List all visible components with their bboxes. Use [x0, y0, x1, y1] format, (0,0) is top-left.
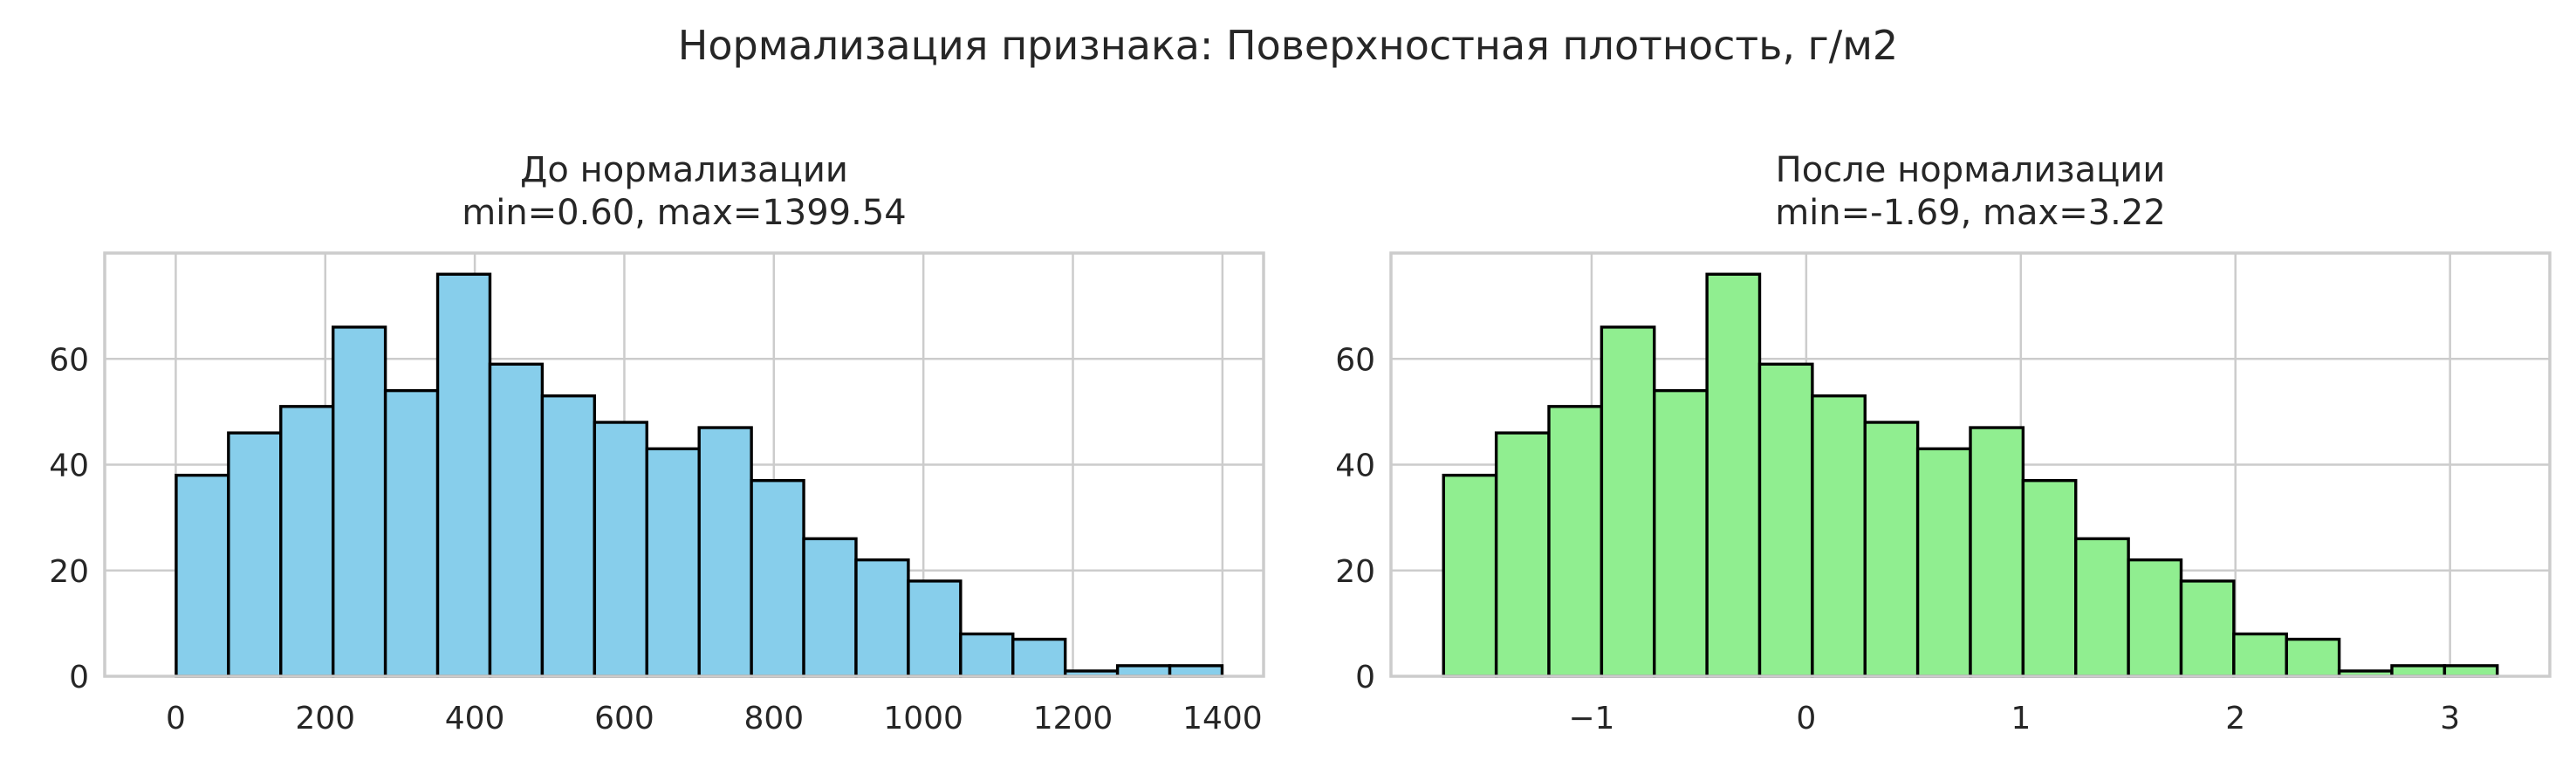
histogram-bar	[2442, 664, 2499, 678]
histogram-bar	[1115, 664, 1172, 678]
histogram-bar	[1653, 388, 1709, 678]
histogram-bar	[1547, 405, 1604, 678]
figure-suptitle: Нормализация признака: Поверхностная пло…	[678, 22, 1898, 69]
histogram-bar	[2285, 637, 2341, 678]
histogram-bar	[1442, 473, 1498, 678]
x-tick-label: 800	[743, 701, 804, 736]
panel-subtitle-range: min=0.60, max=1399.54	[462, 193, 907, 233]
y-tick-label: 40	[49, 449, 89, 484]
panel-title: До нормализации	[520, 150, 848, 190]
histogram-bar	[1168, 664, 1224, 678]
histogram-bar	[907, 579, 963, 678]
x-tick-label: 1	[2011, 701, 2031, 736]
panel-subtitle-range: min=-1.69, max=3.22	[1775, 193, 2166, 233]
histogram-bar	[593, 421, 648, 678]
y-tick-label: 60	[49, 342, 89, 378]
histogram-bar	[2074, 537, 2130, 678]
x-tick-label: 0	[1796, 701, 1816, 736]
histogram-bar	[383, 388, 440, 678]
histogram-bar	[1705, 272, 1762, 678]
y-tick-label: 0	[1355, 660, 1375, 695]
panel-title: После нормализации	[1776, 150, 2166, 190]
histogram-bar	[959, 632, 1015, 678]
y-tick-label: 0	[69, 660, 89, 695]
x-tick-label: 2	[2225, 701, 2245, 736]
histogram-bar	[1494, 431, 1551, 678]
histogram-bar	[1915, 447, 1972, 678]
histogram-bar	[1863, 421, 1920, 678]
histogram-bar	[1811, 394, 1867, 678]
histogram-bar	[279, 405, 335, 678]
histogram-bar	[2179, 579, 2236, 678]
histogram-bar	[540, 394, 597, 678]
histogram-bar	[750, 478, 805, 678]
axes-frame	[1389, 251, 2552, 678]
x-tick-label: −1	[1568, 701, 1614, 736]
histogram-bar	[1757, 362, 1814, 678]
histogram-bar	[227, 431, 283, 678]
histogram-bar	[435, 272, 492, 678]
histogram-bar	[802, 537, 858, 678]
histogram-bar	[645, 447, 701, 678]
axes-frame	[103, 251, 1265, 678]
x-tick-label: 200	[295, 701, 355, 736]
histogram-bar	[331, 325, 387, 678]
x-tick-label: 1400	[1182, 701, 1263, 736]
histogram-bar	[2390, 664, 2447, 678]
x-tick-label: 600	[594, 701, 654, 736]
histogram-bar	[2021, 478, 2078, 678]
x-tick-label: 3	[2440, 701, 2460, 736]
y-tick-label: 40	[1335, 449, 1375, 484]
x-tick-label: 0	[166, 701, 186, 736]
x-tick-label: 1000	[883, 701, 963, 736]
histogram-bar	[175, 473, 230, 678]
x-tick-label: 1200	[1033, 701, 1113, 736]
y-tick-label: 20	[1335, 554, 1375, 590]
histogram-bar	[1011, 637, 1067, 678]
histogram-bar	[1969, 426, 2025, 678]
histogram-bar	[2232, 632, 2288, 678]
histogram-bar	[854, 558, 910, 678]
y-tick-label: 20	[49, 554, 89, 590]
x-tick-label: 400	[445, 701, 505, 736]
histogram-bar	[697, 426, 753, 678]
histogram-bar	[2127, 558, 2183, 678]
histogram-bar	[488, 362, 545, 678]
histogram-bar	[1600, 325, 1656, 678]
y-tick-label: 60	[1335, 342, 1375, 378]
